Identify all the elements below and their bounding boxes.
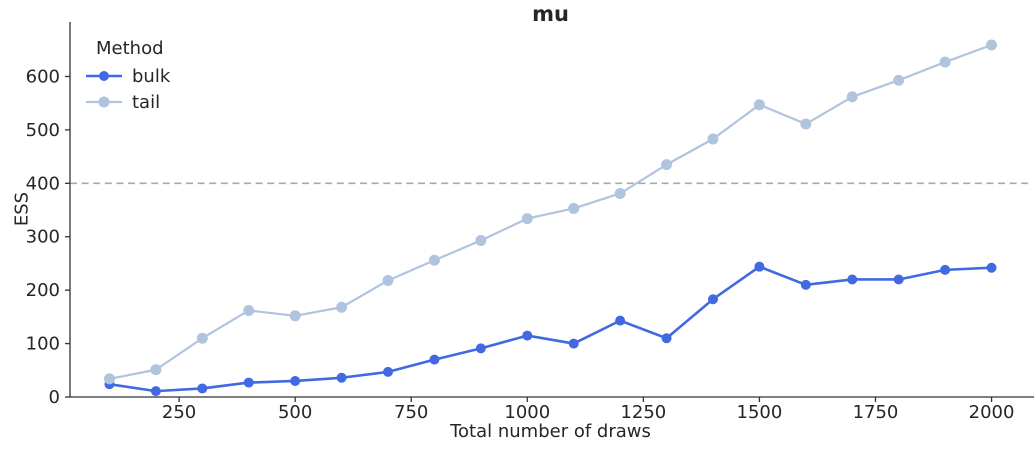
data-point-tail xyxy=(196,332,208,344)
y-axis-label: ESS xyxy=(11,191,33,227)
data-point-bulk xyxy=(847,274,858,285)
data-point-tail xyxy=(893,74,905,86)
legend: Method bulk tail xyxy=(84,38,170,115)
data-point-tail xyxy=(661,159,673,171)
x-tick-label: 750 xyxy=(394,402,428,423)
legend-label-bulk: bulk xyxy=(132,65,171,87)
data-point-tail xyxy=(475,234,487,246)
legend-title: Method xyxy=(96,38,164,59)
data-point-bulk xyxy=(754,261,765,272)
data-point-bulk xyxy=(568,338,579,349)
data-point-bulk xyxy=(197,383,208,394)
x-tick-label: 500 xyxy=(278,402,312,423)
data-point-bulk xyxy=(150,386,161,397)
data-point-tail xyxy=(428,254,440,266)
data-point-tail xyxy=(986,39,998,51)
data-point-tail xyxy=(521,213,533,225)
data-point-tail xyxy=(707,133,719,145)
legend-entry-bulk: bulk xyxy=(84,63,170,89)
data-point-bulk xyxy=(707,294,718,305)
x-tick-label: 2000 xyxy=(969,402,1015,423)
bulk-line-marker-icon xyxy=(86,71,122,81)
y-tick-label: 200 xyxy=(26,280,60,301)
data-point-tail xyxy=(939,56,951,68)
data-point-bulk xyxy=(615,315,626,326)
data-point-bulk xyxy=(290,375,301,386)
data-point-tail xyxy=(150,364,162,376)
data-point-bulk xyxy=(986,262,997,273)
data-point-bulk xyxy=(800,279,811,290)
x-tick-label: 250 xyxy=(162,402,196,423)
x-tick-label: 1250 xyxy=(620,402,666,423)
y-tick-label: 100 xyxy=(26,334,60,355)
x-tick-label: 1500 xyxy=(737,402,783,423)
data-point-bulk xyxy=(522,330,533,341)
legend-label-tail: tail xyxy=(132,91,161,113)
data-point-tail xyxy=(382,275,394,287)
chart-title: mu xyxy=(532,2,569,26)
data-point-bulk xyxy=(475,343,486,354)
y-tick-label: 0 xyxy=(49,387,60,408)
series-line-bulk xyxy=(109,265,992,393)
data-point-tail xyxy=(103,373,115,385)
data-point-bulk xyxy=(661,333,672,344)
data-point-tail xyxy=(336,301,348,313)
data-point-tail xyxy=(800,118,812,130)
legend-entry-tail: tail xyxy=(84,89,170,115)
data-point-bulk xyxy=(336,372,347,383)
y-tick-label: 600 xyxy=(26,66,60,87)
x-tick-label: 1000 xyxy=(504,402,550,423)
data-point-tail xyxy=(753,99,765,111)
data-point-tail xyxy=(846,91,858,103)
data-point-bulk xyxy=(243,377,254,388)
data-point-bulk xyxy=(383,366,394,377)
y-tick-label: 300 xyxy=(26,227,60,248)
tail-line-marker-icon xyxy=(86,96,122,108)
data-point-tail xyxy=(243,304,255,316)
x-axis-label: Total number of draws xyxy=(450,421,651,442)
data-point-tail xyxy=(289,310,301,322)
data-point-bulk xyxy=(893,274,904,285)
x-tick-label: 1750 xyxy=(853,402,899,423)
y-tick-label: 400 xyxy=(26,173,60,194)
data-point-bulk xyxy=(429,354,440,365)
data-point-bulk xyxy=(940,264,951,275)
y-tick-label: 500 xyxy=(26,120,60,141)
data-point-tail xyxy=(614,187,626,199)
data-point-tail xyxy=(568,202,580,214)
series-line-tail xyxy=(109,43,992,380)
